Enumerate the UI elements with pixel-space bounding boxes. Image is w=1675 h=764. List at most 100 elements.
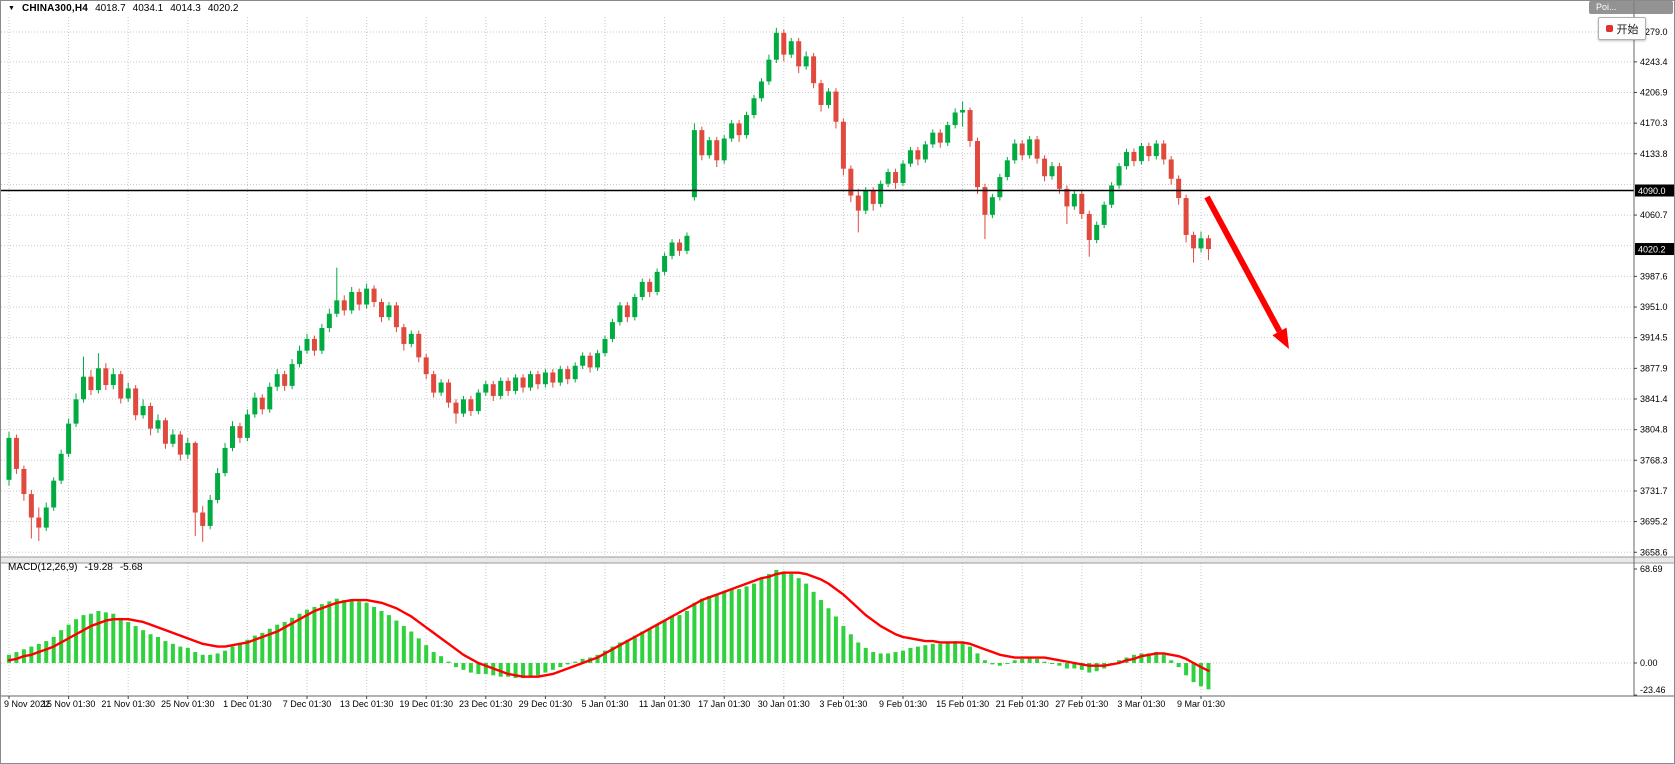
candle-body [818, 83, 824, 105]
macd-histogram-bar [1027, 657, 1032, 663]
macd-histogram-bar [737, 589, 742, 663]
macd-histogram-bar [1072, 663, 1077, 669]
candle-body [475, 392, 481, 412]
candle-body [535, 374, 541, 385]
macd-histogram-bar [81, 615, 86, 663]
macd-histogram-bar [1117, 660, 1122, 663]
time-tick-label: 9 Mar 01:30 [1177, 699, 1225, 709]
macd-histogram-bar [88, 613, 93, 663]
macd-histogram-bar [334, 598, 339, 663]
macd-histogram-bar [1012, 660, 1017, 663]
candle-body [975, 141, 980, 188]
symbol-dropdown-icon[interactable]: ▼ [8, 4, 15, 12]
macd-histogram-bar [945, 642, 950, 663]
candle-body [729, 123, 735, 139]
candle-body [1086, 213, 1092, 240]
candle-body [140, 406, 146, 416]
candle-body [624, 305, 630, 318]
candle-body [505, 380, 511, 391]
candle-body [43, 507, 49, 528]
candle-body [967, 109, 973, 142]
macd-histogram-bar [580, 658, 585, 663]
candle-body [1027, 139, 1033, 156]
macd-histogram-bar [297, 613, 302, 663]
macd-histogram-bar [260, 632, 265, 663]
candle-body [177, 434, 183, 455]
price-badge-label: 4020.2 [1638, 245, 1666, 255]
macd-histogram-bar [59, 630, 64, 663]
macd-histogram-bar [96, 610, 101, 663]
macd-histogram-bar [1020, 658, 1025, 663]
candle-body [1124, 151, 1129, 167]
candle-body [513, 377, 519, 391]
candle-body [1191, 234, 1197, 249]
price-tick-label: 3877.9 [1640, 363, 1668, 373]
macd-histogram-bar [1176, 663, 1181, 668]
macd-histogram-bar [126, 621, 131, 663]
time-tick-label: 3 Feb 01:30 [819, 699, 867, 709]
macd-histogram-bar [990, 663, 995, 665]
candle-body [371, 288, 377, 303]
candle-body [557, 369, 563, 383]
time-tick-label: 15 Feb 01:30 [936, 699, 989, 709]
macd-histogram-bar [461, 663, 466, 670]
panel-divider [1, 557, 1674, 563]
start-button[interactable]: 开始 [1598, 17, 1646, 40]
candle-body [438, 382, 444, 393]
macd-histogram-bar [655, 624, 660, 663]
macd-histogram-bar [647, 628, 652, 663]
macd-histogram-bar [908, 647, 913, 663]
candle-body [721, 138, 727, 161]
candle-body [1004, 160, 1010, 178]
candle-body [684, 235, 690, 251]
macd-histogram-bar [349, 600, 354, 663]
candle-body [632, 296, 638, 318]
macd-histogram-bar [968, 646, 973, 663]
candle-body [1071, 193, 1077, 207]
price-tick-label: 3914.5 [1640, 333, 1668, 343]
macd-histogram-bar [722, 591, 727, 663]
macd-histogram-bar [901, 650, 905, 663]
macd-histogram-bar [357, 601, 362, 663]
macd-histogram-bar [707, 595, 712, 663]
candle-body [1019, 143, 1025, 156]
macd-histogram-bar [372, 606, 377, 663]
candle-body [252, 397, 258, 415]
candle-body [148, 406, 154, 429]
candle-body [580, 355, 586, 366]
overlay-tool-badge[interactable]: Poi... [1589, 1, 1673, 14]
candle-body [1064, 188, 1070, 207]
macd-histogram-bar [819, 600, 824, 663]
macd-histogram-bar [1206, 663, 1211, 690]
macd-histogram-bar [431, 652, 436, 663]
candle-body [878, 183, 884, 204]
macd-histogram-bar [789, 574, 794, 663]
macd-histogram-bar [163, 641, 168, 663]
macd-histogram-bar [1169, 660, 1174, 663]
macd-histogram-bar [938, 643, 943, 663]
candle-body [855, 195, 861, 211]
time-tick-label: 21 Nov 01:30 [101, 699, 155, 709]
time-tick-label: 17 Jan 01:30 [698, 699, 750, 709]
candle-body [565, 369, 571, 380]
candle-body [1131, 151, 1137, 162]
macd-histogram-bar [1050, 663, 1054, 664]
macd-histogram-bar [699, 598, 704, 663]
candle-body [744, 115, 750, 136]
candle-body [811, 56, 817, 84]
macd-histogram-bar [178, 646, 183, 663]
candle-body [758, 81, 764, 99]
candle-body [691, 130, 697, 198]
macd-histogram-bar [476, 663, 481, 674]
candle-body [110, 374, 116, 386]
candle-body [66, 423, 72, 454]
candle-body [460, 399, 466, 414]
time-tick-label: 25 Nov 01:30 [161, 699, 215, 709]
quote-low: 4014.3 [170, 3, 201, 14]
macd-histogram-bar [975, 653, 980, 663]
time-tick-label: 29 Dec 01:30 [519, 699, 573, 709]
candle-body [13, 437, 19, 469]
candle-body [200, 512, 206, 526]
candle-body [162, 420, 168, 444]
